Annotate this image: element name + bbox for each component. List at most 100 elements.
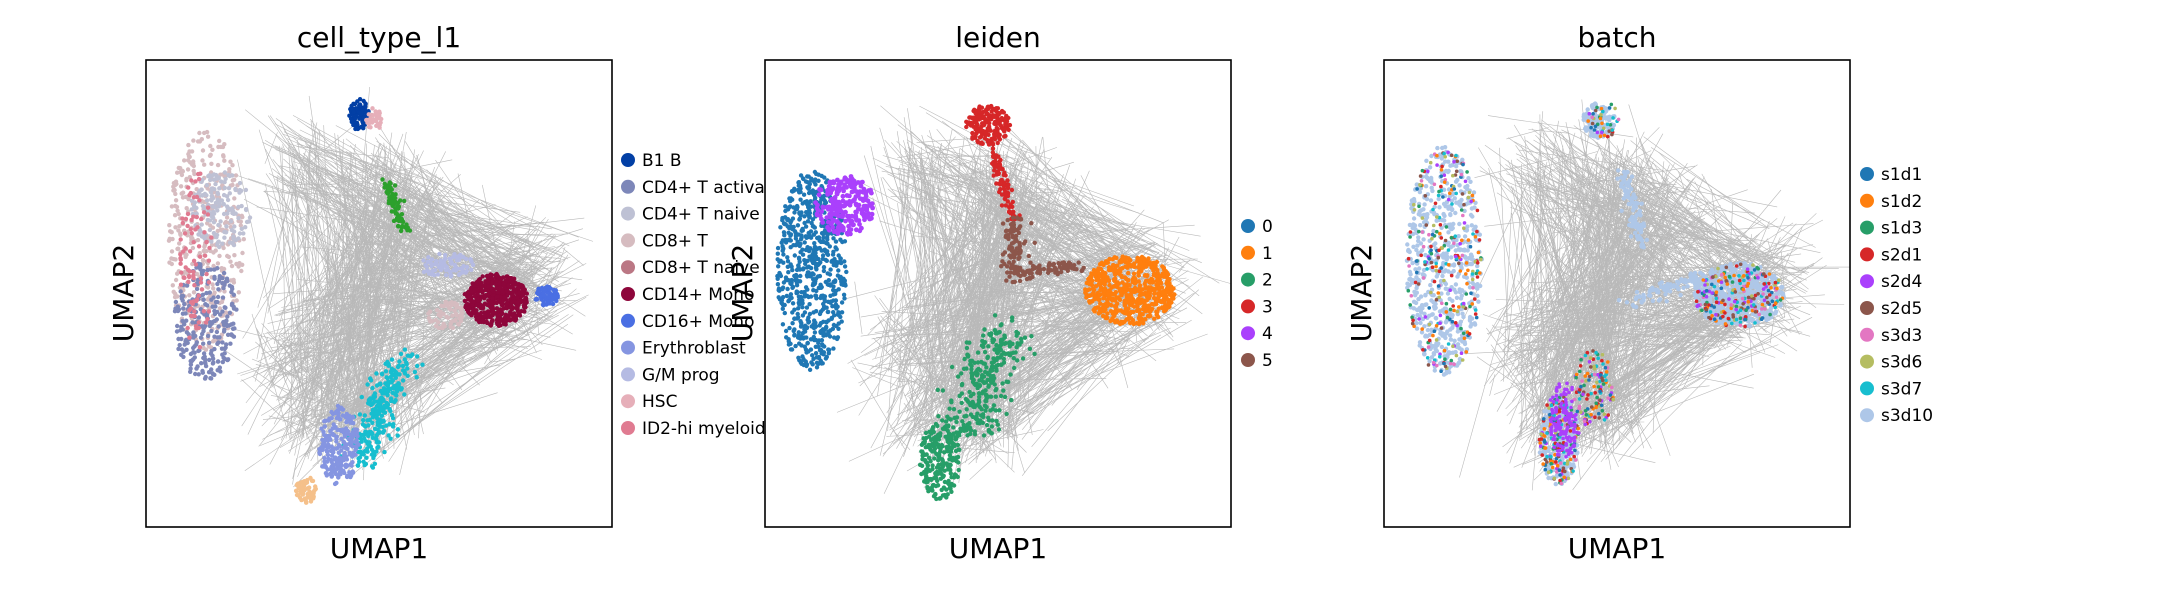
cell-point: [1462, 202, 1466, 207]
legend-item: G/M prog: [621, 365, 720, 385]
cell-point: [1750, 294, 1754, 298]
cell-point: [1582, 383, 1586, 388]
cell-points: [421, 251, 476, 279]
cell-point: [1714, 274, 1718, 279]
legend-label: s2d5: [1881, 299, 1922, 319]
cell-point: [1743, 317, 1747, 322]
cell-point: [1548, 398, 1553, 402]
legend-item: s3d6: [1860, 353, 1922, 373]
cell-point: [1703, 283, 1707, 287]
cell-point: [1591, 349, 1595, 353]
legend-marker: [1860, 408, 1874, 423]
cell-point: [1430, 236, 1434, 241]
knn-edges: [212, 86, 594, 488]
cell-point: [1723, 302, 1727, 307]
cell-point: [1469, 291, 1473, 295]
legend-marker: [1860, 167, 1874, 181]
cell-point: [1442, 278, 1446, 283]
cell-point: [1548, 412, 1552, 417]
legend-label: 1: [1262, 244, 1273, 264]
panel-batch: batch UMAP1 UMAP2 s1d1 s1d2 s1d3 s2d1 s2d4 s2…: [1345, 21, 1933, 565]
cell-point: [1721, 314, 1725, 319]
cell-point: [1436, 193, 1441, 198]
cell-point: [1423, 315, 1428, 319]
cell-point: [1557, 395, 1562, 400]
legend-item: CD14+ Mono: [621, 285, 754, 305]
cell-point: [1408, 230, 1413, 234]
legend-item: CD16+ Mono: [621, 312, 754, 332]
cell-point: [1564, 435, 1569, 440]
legend: 0 1 2 3 4 5: [1241, 217, 1273, 371]
cell-point: [1587, 360, 1592, 364]
cell-point: [1734, 264, 1739, 268]
cell-point: [1412, 202, 1416, 207]
cell-point: [1460, 238, 1464, 243]
cell-point: [1545, 454, 1549, 459]
cell-point: [1731, 313, 1735, 317]
cell-point: [1464, 292, 1469, 296]
cell-point: [1448, 288, 1452, 292]
cell-point: [1440, 301, 1444, 306]
cell-point: [1542, 434, 1547, 438]
cell-point: [1419, 179, 1424, 183]
cell-point: [1421, 244, 1426, 249]
cell-point: [1568, 457, 1573, 462]
cell-point: [1601, 382, 1606, 386]
cell-point: [1431, 223, 1436, 228]
cell-point: [1597, 411, 1601, 416]
panel-title: batch: [1577, 21, 1656, 54]
cell-point: [1558, 473, 1562, 477]
cell-point: [1710, 291, 1714, 295]
cell-point: [1458, 241, 1462, 246]
cell-point: [1435, 215, 1439, 219]
cell-point: [1738, 308, 1743, 312]
cell-points: [964, 103, 1013, 147]
cell-point: [1406, 256, 1411, 261]
cell-points: [380, 177, 413, 234]
cell-point: [1711, 275, 1715, 279]
cell-point: [1745, 267, 1750, 271]
cell-point: [1591, 357, 1596, 362]
cell-point: [1463, 179, 1468, 184]
cell-point: [1582, 419, 1587, 424]
cell-points: [462, 271, 529, 328]
cell-point: [1593, 415, 1597, 420]
cell-point: [1767, 293, 1772, 297]
cell-point: [1461, 213, 1465, 218]
cell-point: [1773, 301, 1778, 305]
cell-point: [1729, 303, 1733, 307]
cell-point: [1589, 405, 1594, 409]
cell-point: [1555, 463, 1560, 468]
cell-point: [1448, 307, 1453, 312]
cell-point: [1438, 231, 1442, 236]
cell-point: [1768, 312, 1772, 317]
cell-point: [1606, 360, 1610, 364]
cell-point: [1712, 284, 1717, 289]
cell-point: [1727, 274, 1732, 279]
cell-point: [1435, 363, 1439, 368]
cell-point: [1599, 113, 1603, 117]
cell-point: [1741, 287, 1746, 292]
legend-marker: [1860, 247, 1874, 262]
cell-point: [1454, 353, 1459, 358]
cell-point: [1608, 123, 1613, 127]
cell-point: [1559, 481, 1564, 486]
cell-point: [1561, 466, 1566, 471]
cell-point: [1589, 412, 1593, 417]
cell-point: [1590, 121, 1595, 126]
legend-marker: [1241, 299, 1255, 314]
axes-frame: [145, 59, 613, 528]
cell-point: [1610, 132, 1614, 137]
cell-point: [1479, 257, 1483, 262]
cell-point: [1592, 128, 1597, 132]
legend-label: s2d1: [1881, 245, 1922, 265]
cell-point: [1432, 279, 1437, 284]
legend-label: 0: [1262, 217, 1273, 237]
cell-point: [1734, 307, 1738, 312]
cell-point: [1746, 281, 1750, 286]
cell-point: [1410, 315, 1414, 320]
cell-point: [1770, 299, 1775, 303]
legend-label: 5: [1262, 351, 1273, 371]
cell-point: [1600, 358, 1604, 363]
